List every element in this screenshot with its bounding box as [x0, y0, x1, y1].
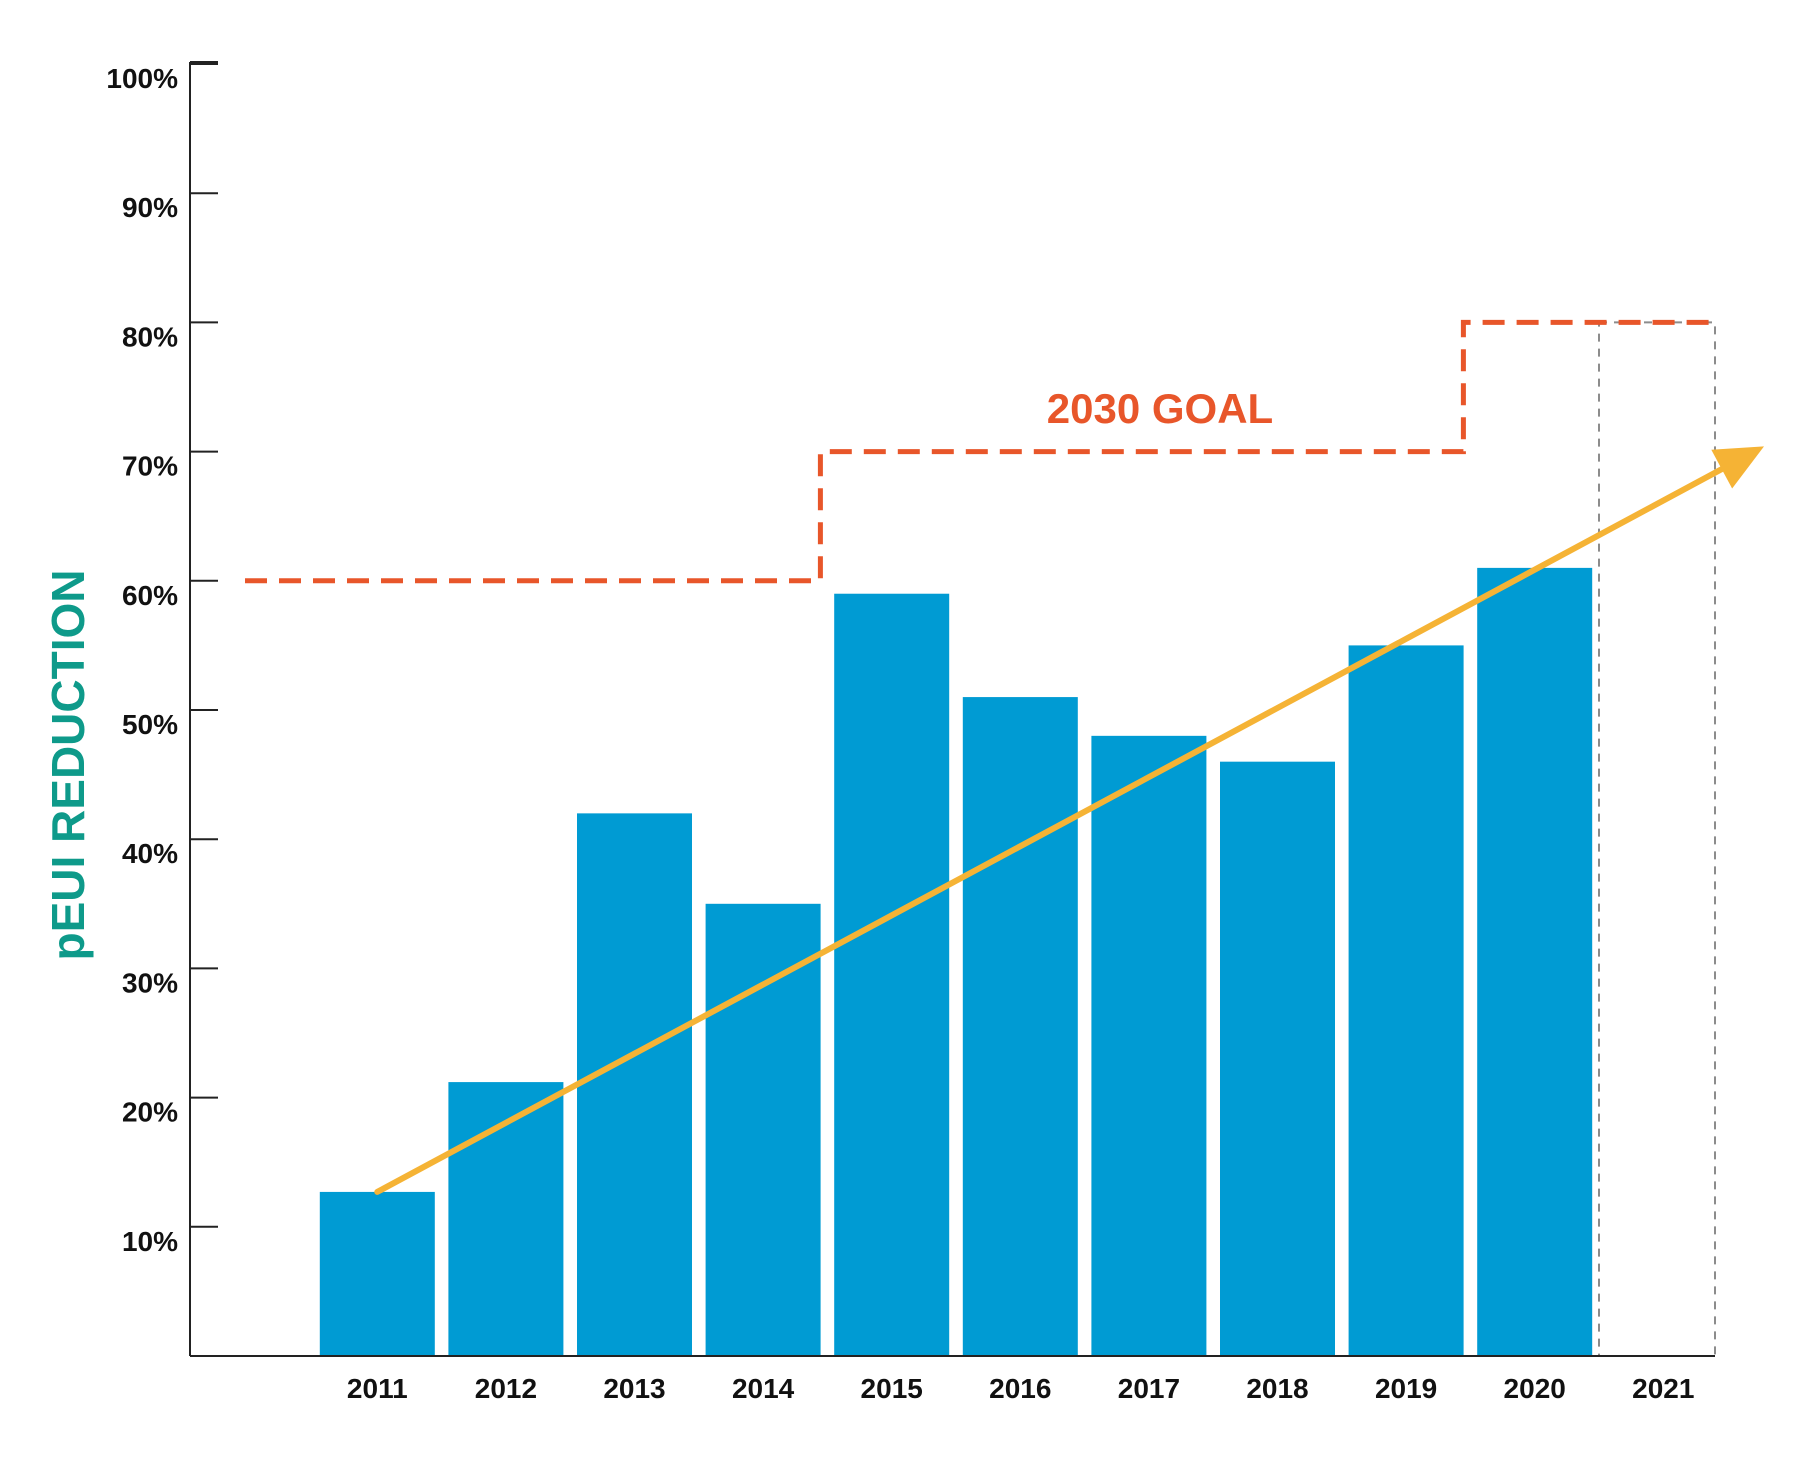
- goal-label: 2030 GOAL: [1047, 385, 1273, 432]
- y-axis-label: pEUI REDUCTION: [42, 570, 94, 961]
- x-axis-ticks: 2011 2012 2013 2014 2015 2016 2017 2018 2019 2020…: [347, 1373, 1695, 1404]
- bar-2019: [1348, 645, 1464, 1356]
- x-tick-label: 2020: [1504, 1373, 1566, 1404]
- y-tick-label: 90%: [122, 192, 178, 223]
- bar-2015: [834, 593, 950, 1356]
- x-tick-label: 2012: [475, 1373, 537, 1404]
- bar-2011: [319, 1191, 435, 1356]
- bars: [319, 567, 1593, 1356]
- x-tick-label: 2018: [1246, 1373, 1308, 1404]
- y-tick-label: 30%: [122, 967, 178, 998]
- bar-2017: [1091, 735, 1207, 1356]
- trend-arrow: [374, 446, 1764, 1195]
- y-tick-label: 50%: [122, 709, 178, 740]
- y-axis-ticks: 10% 20% 30% 40% 50% 60% 70% 80% 90% 100%: [106, 63, 218, 1257]
- x-tick-label: 2013: [603, 1373, 665, 1404]
- bar-2014: [705, 903, 821, 1356]
- y-tick-label: 80%: [122, 321, 178, 352]
- x-tick-label: 2017: [1118, 1373, 1180, 1404]
- x-tick-label: 2015: [861, 1373, 923, 1404]
- x-tick-label: 2014: [732, 1373, 795, 1404]
- goal-step-line: [245, 319, 1715, 584]
- bar-2020: [1477, 567, 1593, 1356]
- placeholder-2021: [1598, 321, 1716, 1357]
- y-tick-label: 40%: [122, 838, 178, 869]
- y-tick-label: 10%: [122, 1226, 178, 1257]
- y-tick-label: 70%: [122, 451, 178, 482]
- axes: [189, 61, 1715, 1357]
- bar-2016: [962, 697, 1078, 1356]
- goal-line: [245, 319, 1715, 584]
- x-tick-label: 2019: [1375, 1373, 1437, 1404]
- trend-arrowhead: [1711, 446, 1764, 489]
- bar-2013: [577, 813, 692, 1356]
- y-tick-label: 60%: [122, 580, 178, 611]
- bar-2012: [448, 1082, 564, 1356]
- x-tick-label: 2016: [989, 1373, 1051, 1404]
- x-tick-label: 2011: [347, 1373, 408, 1404]
- placeholder-box: [1598, 321, 1716, 1357]
- trend-line: [374, 466, 1725, 1195]
- y-tick-label: 100%: [106, 63, 178, 94]
- x-tick-label: 2021: [1632, 1373, 1694, 1404]
- y-tick-label: 20%: [122, 1097, 178, 1128]
- bar-2018: [1220, 761, 1335, 1356]
